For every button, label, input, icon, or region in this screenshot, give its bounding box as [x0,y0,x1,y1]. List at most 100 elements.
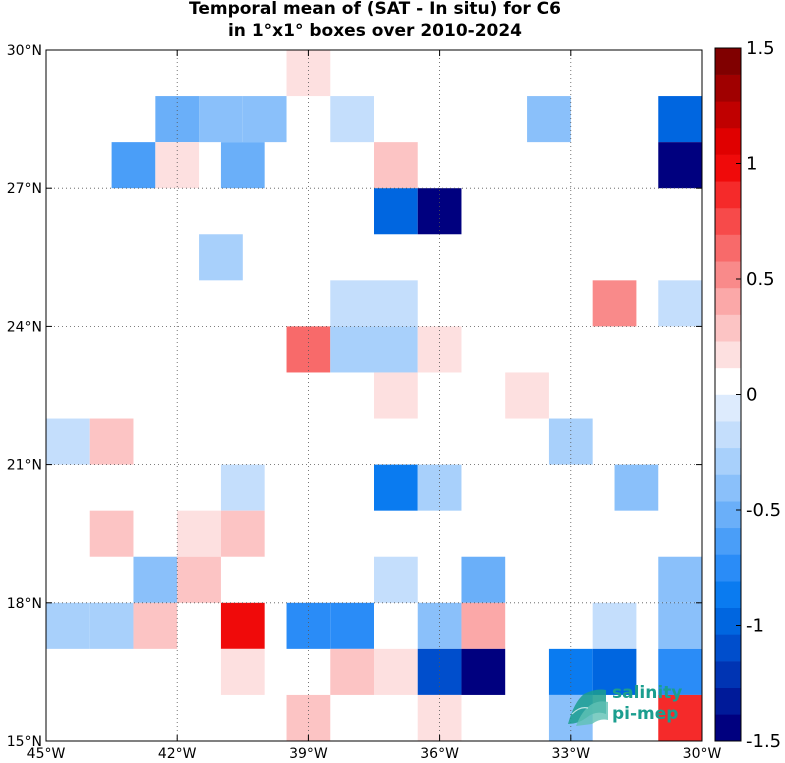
y-tick-label: 27°N [7,181,42,197]
heatmap-cell [658,142,702,189]
colorbar-segment [715,341,741,369]
heatmap-cell [177,510,221,557]
heatmap-cell [658,694,702,741]
colorbar-segment [715,447,741,475]
heatmap-cell [330,648,374,695]
colorbar-segment [715,581,741,609]
colorbar-segment [715,687,741,715]
heatmap-cell [286,602,331,649]
heatmap-cell [220,602,265,649]
heatmap-cell [374,556,418,603]
logo-text-salinity: salinity [612,683,683,703]
colorbar-segment [715,261,741,289]
salinity-pimep-logo-icon [568,689,608,726]
x-axis: 45°W 42°W 39°W 36°W 33°W 30°W [27,50,722,762]
colorbar-segment [715,314,741,342]
colorbar-segment [715,394,741,422]
heatmap-cell [548,648,593,695]
heatmap-cell [417,602,462,649]
colorbar-tick-label: -1 [746,616,764,637]
colorbar-segment [715,714,741,742]
heatmap-cell [417,648,462,695]
heatmap-cell [658,648,702,695]
y-tick-label: 21°N [7,458,42,474]
heatmap-cell [374,326,418,373]
heatmap-cell [330,326,374,373]
heatmap-cell [199,96,243,143]
heatmap-cell [417,464,462,511]
heatmap-cell [177,556,221,603]
heatmap-cell [658,556,702,603]
heatmap-cell [374,188,418,235]
x-tick-label: 30°W [683,746,722,762]
heatmap-cell [286,50,331,97]
colorbar-segment [715,501,741,529]
heatmap-cell [89,602,134,649]
heatmap-cell [220,464,265,511]
colorbar-tick-label: -0.5 [746,500,781,521]
heatmap-cell [614,464,659,511]
x-tick-label: 42°W [158,746,197,762]
heatmap-cell [461,648,506,695]
colorbar-segment [715,207,741,235]
y-axis: 15°N 18°N 21°N 24°N 27°N 30°N [7,43,702,750]
heatmap-cell [527,96,571,143]
heatmap-cell [220,142,265,189]
x-tick-label: 39°W [289,746,328,762]
heatmap-cell [461,556,506,603]
heatmap-cell [89,510,134,557]
logo-text-pimep: pi-mep [612,704,679,724]
y-tick-label: 24°N [7,319,42,335]
colorbar-segment [715,234,741,262]
heatmap-cell [592,648,637,695]
heatmap-cell [286,326,331,373]
heatmap-cell [505,372,549,419]
heatmap-cell [330,96,374,143]
colorbar-segment [715,554,741,582]
heatmap-cell [220,648,265,695]
x-tick-label: 45°W [27,746,66,762]
heatmap-cell [374,372,418,419]
heatmap-cell [220,510,265,557]
heatmap-cell [417,188,462,235]
heatmap-cell [46,602,90,649]
heatmap-cell [658,280,702,327]
colorbar-tick-label: -1.5 [746,731,781,752]
heatmap-cell [592,602,637,649]
heatmap-cell [89,418,134,465]
colorbar-segment [715,48,741,75]
colorbar-segment [715,74,741,102]
heatmap-cell [374,464,418,511]
heatmap-cell [417,326,462,373]
colorbar-segment [715,634,741,662]
colorbar-tick-label: 1.5 [746,38,775,59]
colorbar-segment [715,287,741,315]
heatmap-cell [330,602,374,649]
heatmap-cell [111,142,156,189]
heatmap-cells [46,50,702,741]
chart-title-line-1: Temporal mean of (SAT - In situ) for C6 [189,0,561,19]
heatmap-cell [155,142,200,189]
colorbar: 1.5 1 0.5 0 -0.5 -1 -1.5 [714,38,781,752]
colorbar-segment [715,527,741,555]
heatmap-cell [658,96,702,143]
chart-title-line-2: in 1°x1° boxes over 2010-2024 [227,21,523,41]
colorbar-segment [715,181,741,209]
x-tick-label: 33°W [551,746,590,762]
heatmap-cell [133,602,178,649]
colorbar-segment [715,367,741,395]
heatmap-cell [658,602,702,649]
heatmap-cell [330,280,374,327]
colorbar-segment [715,474,741,502]
colorbar-segment [715,607,741,635]
heatmap-cell [374,280,418,327]
colorbar-tick-label: 0.5 [746,269,775,290]
y-tick-label: 15°N [7,734,42,750]
colorbar-segment [715,661,741,688]
heatmap-cell [242,96,287,143]
colorbar-segment [715,101,741,129]
colorbar-segment [715,421,741,449]
heatmap-cell [374,648,418,695]
colorbar-segment [715,127,741,155]
